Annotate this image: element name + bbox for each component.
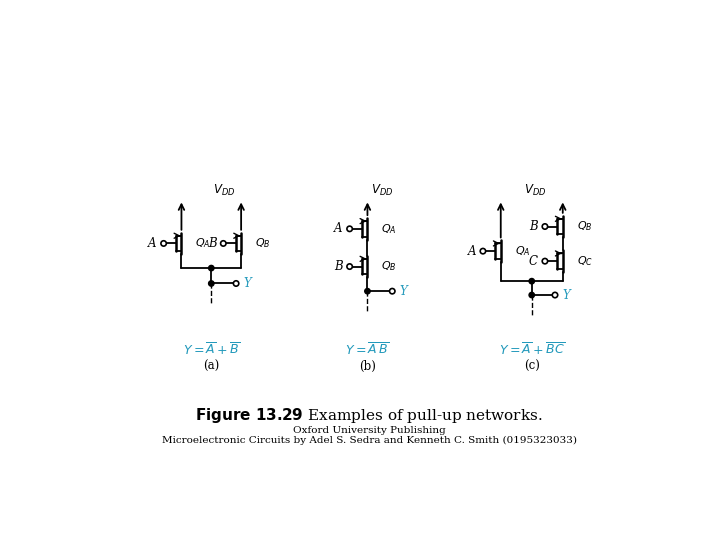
Text: $Q_A$: $Q_A$	[515, 244, 530, 258]
Text: $\mathbf{Figure\ 13.29}$$\ $Examples of pull-up networks.: $\mathbf{Figure\ 13.29}$$\ $Examples of …	[195, 406, 543, 424]
Text: $Y = \overline{A}\,\overline{B}$: $Y = \overline{A}\,\overline{B}$	[346, 342, 390, 357]
Circle shape	[542, 259, 548, 264]
Text: $V_{DD}$: $V_{DD}$	[524, 183, 546, 198]
Text: A: A	[148, 237, 157, 250]
Text: $Q_B$: $Q_B$	[255, 237, 271, 251]
Circle shape	[390, 288, 395, 294]
Text: $Q_A$: $Q_A$	[195, 237, 211, 251]
Text: $Y = \overline{A} + \overline{B}$: $Y = \overline{A} + \overline{B}$	[183, 342, 240, 357]
Circle shape	[552, 292, 558, 298]
Text: (c): (c)	[524, 360, 540, 373]
Text: A: A	[467, 245, 476, 258]
Text: $Q_B$: $Q_B$	[382, 260, 397, 273]
Text: Figure 13.29 Examples of pull-up networks.: Figure 13.29 Examples of pull-up network…	[0, 539, 1, 540]
Circle shape	[233, 281, 239, 286]
Circle shape	[529, 279, 534, 284]
Text: Microelectronic Circuits by Adel S. Sedra and Kenneth C. Smith (0195323033): Microelectronic Circuits by Adel S. Sedr…	[161, 436, 577, 445]
Text: $Q_B$: $Q_B$	[577, 220, 593, 233]
Circle shape	[542, 224, 548, 229]
Text: $Y = \overline{A} + \overline{BC}$: $Y = \overline{A} + \overline{BC}$	[499, 342, 564, 357]
Text: (a): (a)	[203, 360, 220, 373]
Text: B: B	[529, 220, 538, 233]
Text: B: B	[207, 237, 216, 250]
Text: $Q_A$: $Q_A$	[382, 222, 397, 235]
Text: Y: Y	[399, 285, 407, 298]
Text: Y: Y	[562, 288, 570, 301]
Circle shape	[480, 248, 485, 254]
Text: Y: Y	[243, 277, 251, 290]
Circle shape	[347, 264, 352, 269]
Text: B: B	[334, 260, 343, 273]
Circle shape	[209, 281, 214, 286]
Circle shape	[529, 292, 534, 298]
Text: Oxford University Publishing: Oxford University Publishing	[292, 426, 446, 435]
Text: A: A	[334, 222, 343, 235]
Circle shape	[161, 241, 166, 246]
Text: (b): (b)	[359, 360, 376, 373]
Text: $V_{DD}$: $V_{DD}$	[213, 183, 235, 198]
Text: $V_{DD}$: $V_{DD}$	[372, 183, 394, 198]
Circle shape	[347, 226, 352, 232]
Text: Figure 13.29: Figure 13.29	[0, 539, 1, 540]
Circle shape	[365, 288, 370, 294]
Text: $Q_C$: $Q_C$	[577, 254, 593, 268]
Text: C: C	[529, 255, 538, 268]
Circle shape	[220, 241, 226, 246]
Circle shape	[209, 265, 214, 271]
